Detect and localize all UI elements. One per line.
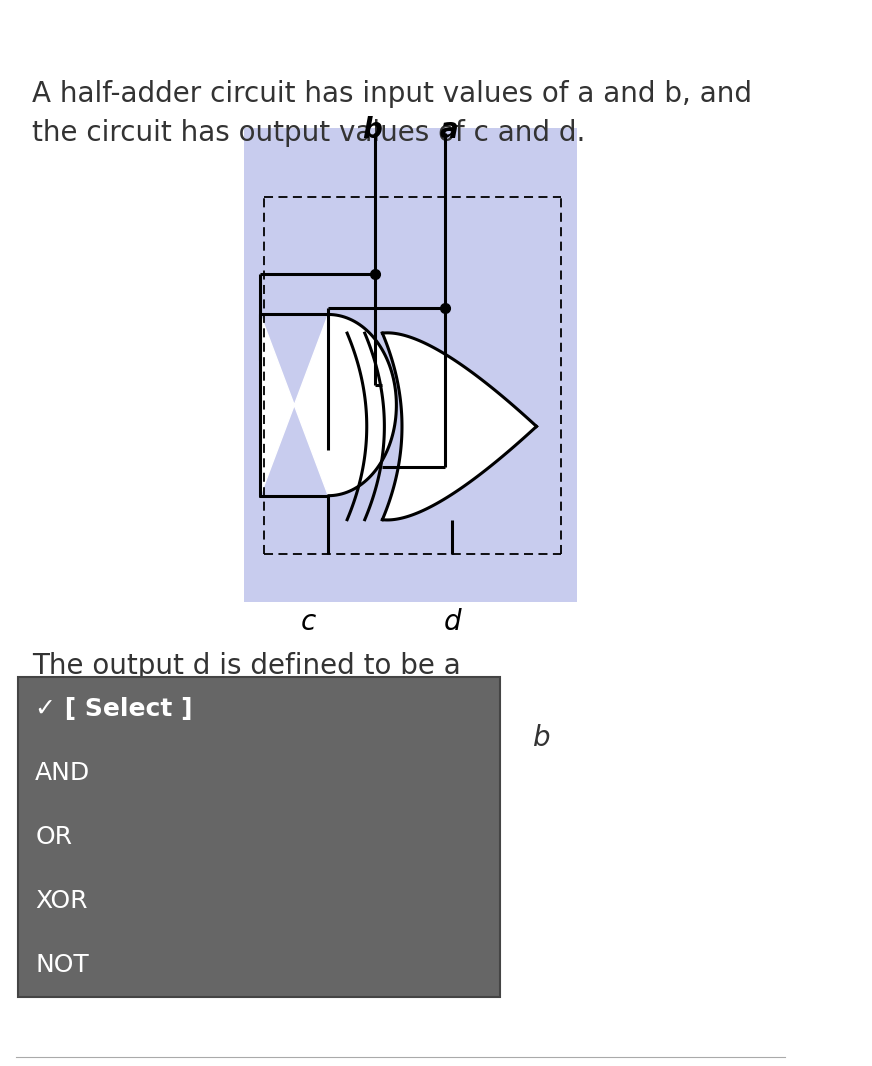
Text: a: a (439, 116, 458, 144)
Text: d: d (444, 608, 461, 635)
Text: NOT: NOT (35, 953, 89, 976)
Text: OR: OR (35, 825, 72, 849)
Polygon shape (260, 314, 397, 496)
Text: The output d is defined to be a: The output d is defined to be a (32, 652, 460, 680)
Polygon shape (382, 333, 536, 520)
FancyBboxPatch shape (244, 128, 576, 602)
Text: A half-adder circuit has input values of a and b, and
the circuit has output val: A half-adder circuit has input values of… (32, 80, 752, 147)
Text: b: b (533, 724, 550, 752)
FancyBboxPatch shape (17, 677, 501, 997)
Text: b: b (363, 116, 382, 144)
Text: ✓ [ Select ]: ✓ [ Select ] (35, 697, 193, 721)
Text: c: c (301, 608, 316, 635)
Text: AND: AND (35, 761, 91, 785)
Text: XOR: XOR (35, 889, 88, 912)
